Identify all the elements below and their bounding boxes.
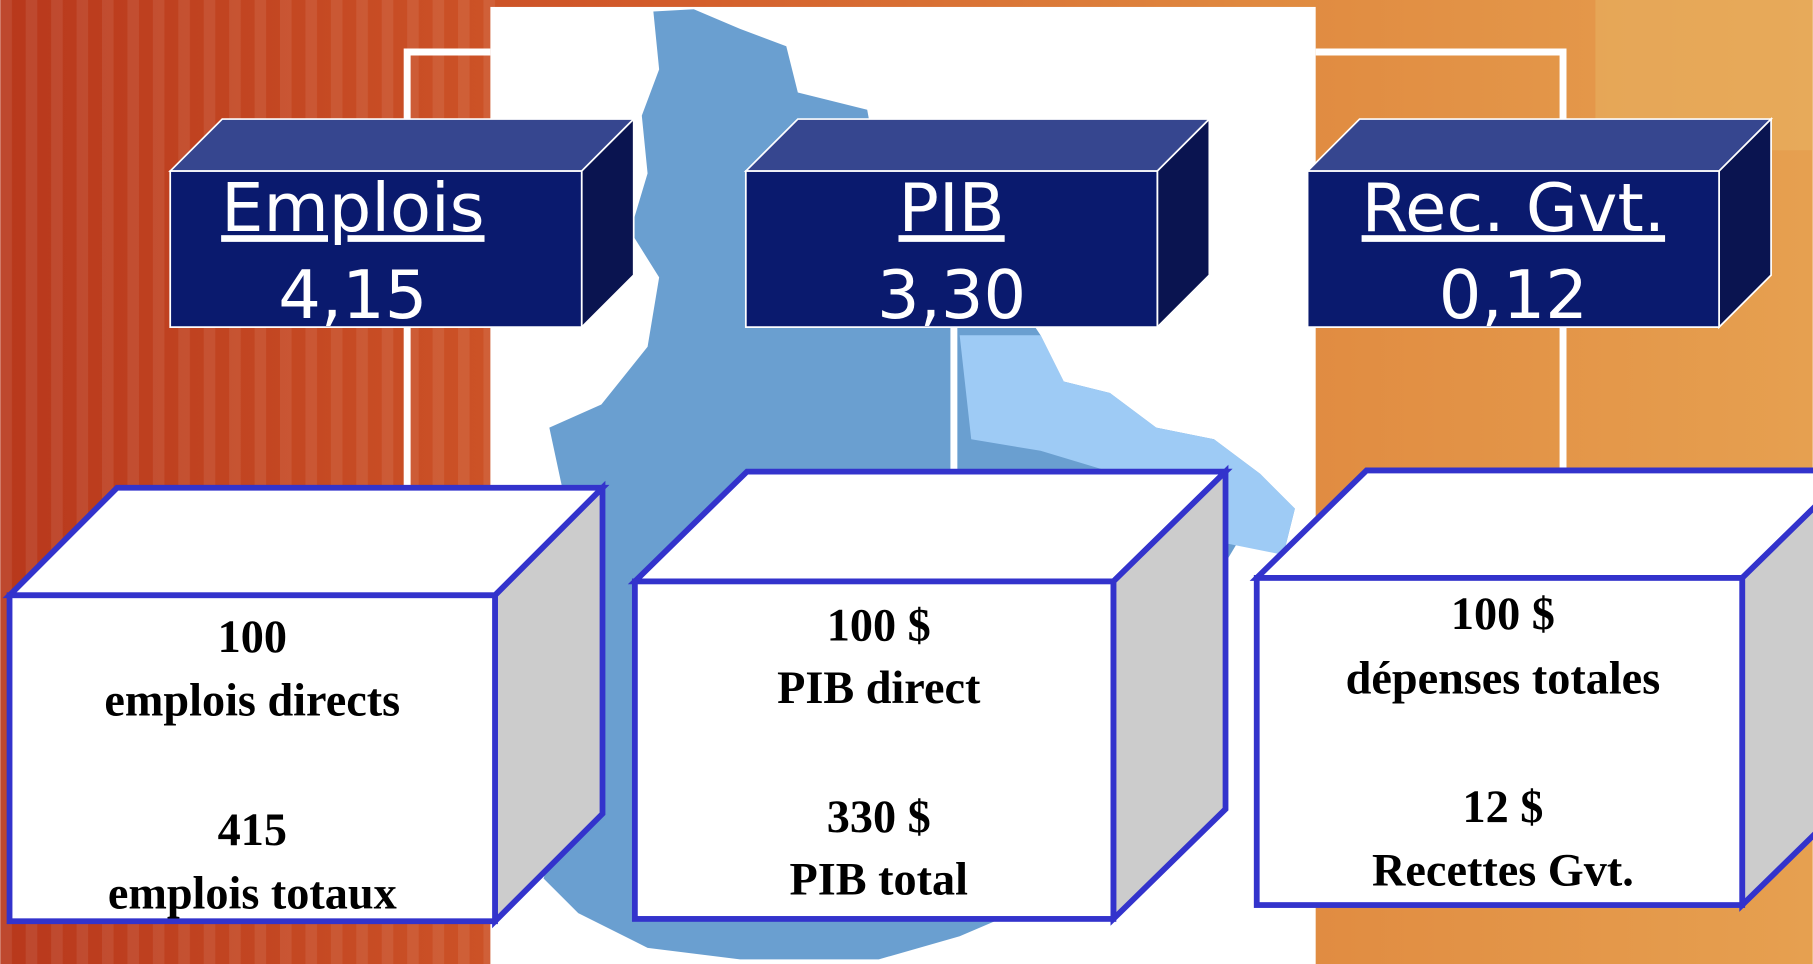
- box-line: 12 $: [1462, 781, 1543, 832]
- top-box-front: [744, 170, 1159, 328]
- box-title: Emplois: [221, 169, 484, 247]
- bottom-box-front: [1253, 575, 1746, 908]
- top-box-top: [1305, 118, 1774, 172]
- box-line: PIB total: [790, 854, 969, 905]
- box-line: Recettes Gvt.: [1372, 844, 1634, 895]
- box-multiplier: 4,15: [278, 256, 427, 334]
- box-line: 100 $: [827, 599, 931, 650]
- box-line: 100: [218, 611, 287, 662]
- top-box-front: [1306, 170, 1720, 328]
- top-box-front: [169, 170, 583, 328]
- box-title: Rec. Gvt.: [1362, 169, 1665, 247]
- bottom-box-front: [6, 592, 498, 925]
- box-line: 330 $: [827, 791, 931, 842]
- box-multiplier: 0,12: [1439, 256, 1588, 334]
- bottom-box-front: [631, 578, 1117, 922]
- box-line: emplois totaux: [108, 868, 397, 919]
- box-line: PIB direct: [777, 662, 981, 713]
- box-line: 415: [218, 804, 287, 855]
- boxes: Emplois 4,15 100 emplois directs 415 emplois …: [2, 116, 1813, 929]
- box-line: 100 $: [1451, 588, 1555, 639]
- top-box-top: [743, 118, 1212, 172]
- box-title: PIB: [898, 169, 1004, 247]
- connectors: [403, 48, 1567, 486]
- box-line: emplois directs: [104, 674, 400, 725]
- top-box-top: [168, 118, 636, 172]
- box-multiplier: 3,30: [877, 256, 1026, 334]
- box-line: dépenses totales: [1346, 653, 1661, 704]
